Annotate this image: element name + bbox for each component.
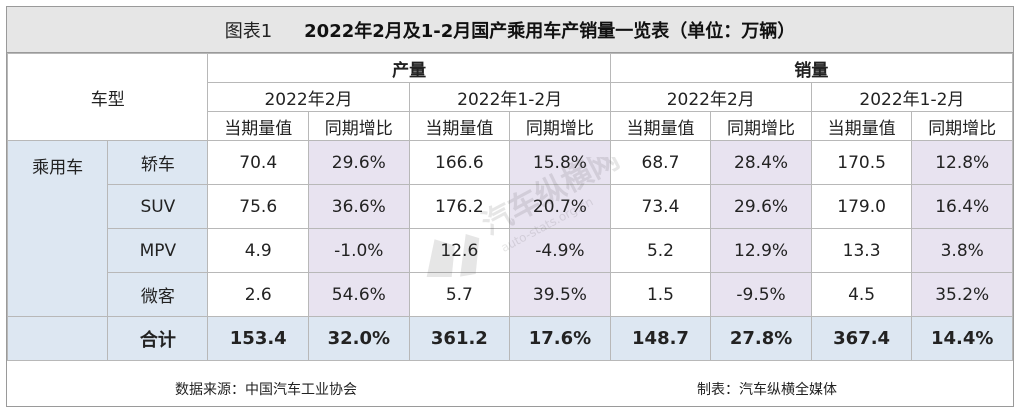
table-cell: 20.7% — [509, 184, 611, 229]
total-cell: 32.0% — [308, 316, 410, 361]
header-current: 当期量值 — [408, 111, 511, 141]
table-cell: 13.3 — [810, 228, 913, 273]
table-cell: 28.4% — [710, 140, 812, 185]
table-cell: 75.6 — [207, 184, 310, 229]
table-cell: 12.9% — [710, 228, 812, 273]
header-sales-month: 2022年2月 — [609, 82, 812, 112]
table-cell: 5.7 — [408, 272, 511, 317]
table-cell: 2.6 — [207, 272, 310, 317]
header-production: 产量 — [207, 53, 611, 83]
total-cell: 14.4% — [911, 316, 1013, 361]
table-cell: 4.9 — [207, 228, 310, 273]
header-sales: 销量 — [609, 53, 1014, 83]
header-yoy: 同期增比 — [509, 111, 611, 141]
table-cell: 39.5% — [509, 272, 611, 317]
header-yoy: 同期增比 — [911, 111, 1013, 141]
table-cell: 1.5 — [609, 272, 712, 317]
header-current: 当期量值 — [609, 111, 712, 141]
title-bar: 图表1 2022年2月及1-2月国产乘用车产销量一览表（单位：万辆） — [7, 7, 1013, 53]
header-yoy: 同期增比 — [710, 111, 812, 141]
table-cell: 29.6% — [710, 184, 812, 229]
data-table: 车型 产量 销量 2022年2月 2022年1-2月 2022年2月 2022年… — [6, 53, 1014, 361]
table-cell: 3.8% — [911, 228, 1013, 273]
vehicle-type-cell: MPV — [107, 228, 209, 273]
table-row: 乘用车 轿车 70.4 29.6% 166.6 15.8% 68.7 28.4%… — [6, 140, 1013, 317]
table-cell: 5.2 — [609, 228, 712, 273]
table-cell: 70.4 — [207, 140, 310, 185]
table-cell: 35.2% — [911, 272, 1013, 317]
table-frame: 图表1 2022年2月及1-2月国产乘用车产销量一览表（单位：万辆） 车型 产量… — [6, 6, 1014, 407]
total-cell: 27.8% — [710, 316, 812, 361]
table-row: MPV 4.9 -1.0% 12.6 -4.9% 5.2 12.9% 13.3 … — [8, 228, 1013, 273]
total-label: 合计 — [107, 316, 209, 361]
made-by: 制表：汽车纵横全媒体 — [697, 382, 837, 398]
total-cell: 148.7 — [609, 316, 712, 361]
table-cell: -1.0% — [308, 228, 410, 273]
header-prod-month: 2022年2月 — [207, 82, 410, 112]
category-label: 乘用车 — [6, 140, 109, 317]
table-cell: 12.8% — [911, 140, 1013, 185]
header-vehicle-type: 车型 — [6, 53, 209, 141]
total-cell: 17.6% — [509, 316, 611, 361]
table-cell: 166.6 — [408, 140, 511, 185]
table-cell: 16.4% — [911, 184, 1013, 229]
total-cell: 153.4 — [207, 316, 310, 361]
table-cell: -4.9% — [509, 228, 611, 273]
vehicle-type-cell: 轿车 — [107, 140, 209, 185]
header-current: 当期量值 — [207, 111, 310, 141]
table-cell: 179.0 — [810, 184, 913, 229]
total-cell: 367.4 — [810, 316, 913, 361]
table-cell: 12.6 — [408, 228, 511, 273]
table-row: 微客 2.6 54.6% 5.7 39.5% 1.5 -9.5% 4.5 35.… — [8, 272, 1013, 317]
data-source: 数据来源：中国汽车工业协会 — [175, 382, 357, 398]
header-yoy: 同期增比 — [308, 111, 410, 141]
header-current: 当期量值 — [810, 111, 913, 141]
table-row: SUV 75.6 36.6% 176.2 20.7% 73.4 29.6% 17… — [8, 184, 1013, 229]
table-cell: 170.5 — [810, 140, 913, 185]
total-cell: 361.2 — [408, 316, 511, 361]
table-cell: 29.6% — [308, 140, 410, 185]
table-title: 2022年2月及1-2月国产乘用车产销量一览表（单位：万辆） — [304, 20, 796, 42]
table-cell: 15.8% — [509, 140, 611, 185]
header-prod-ytd: 2022年1-2月 — [408, 82, 611, 112]
vehicle-type-cell: SUV — [107, 184, 209, 229]
figure-number: 图表1 — [224, 20, 273, 42]
table-cell: 176.2 — [408, 184, 511, 229]
footer: 数据来源：中国汽车工业协会 制表：汽车纵横全媒体 — [7, 369, 1013, 406]
vehicle-type-cell: 微客 — [107, 272, 209, 317]
total-row: 合计 153.4 32.0% 361.2 17.6% 148.7 27.8% 3… — [6, 316, 1013, 361]
table-cell: 4.5 — [810, 272, 913, 317]
table-cell: 36.6% — [308, 184, 410, 229]
header-sales-ytd: 2022年1-2月 — [810, 82, 1014, 112]
table-cell: 68.7 — [609, 140, 712, 185]
table-cell: -9.5% — [710, 272, 812, 317]
table-cell: 73.4 — [609, 184, 712, 229]
table-cell: 54.6% — [308, 272, 410, 317]
